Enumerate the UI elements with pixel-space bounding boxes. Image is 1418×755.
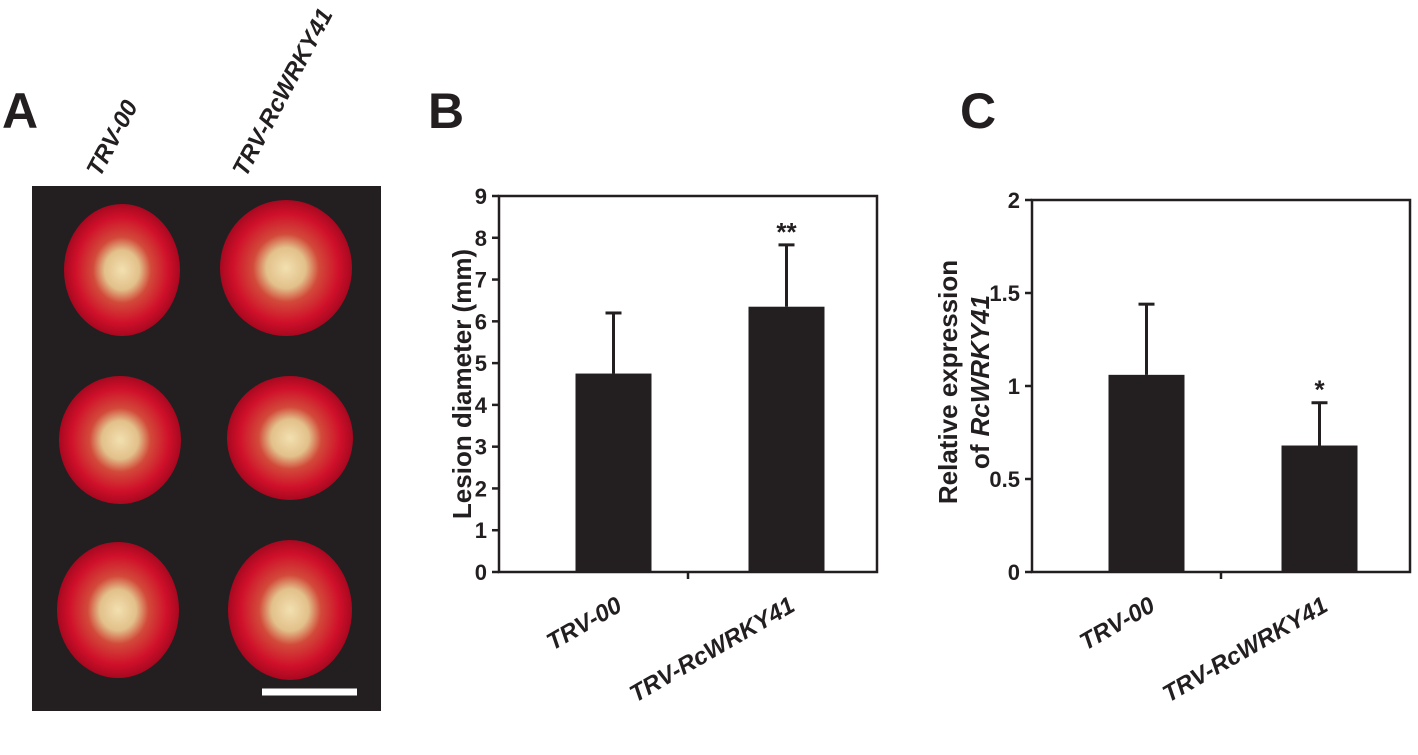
y-tick-label: 8 (475, 226, 487, 251)
panel-label: B (428, 83, 464, 139)
error-bar (1311, 401, 1328, 446)
y-axis-title: Relative expression (933, 260, 963, 504)
error-bar (1138, 302, 1155, 375)
y-axis-title: of RcWRKY41 (965, 295, 995, 469)
x-tick-label: TRV-00 (542, 591, 627, 656)
x-tick-label: TRV-RcWRKY41 (1158, 592, 1332, 708)
x-tick-label: TRV-RcWRKY41 (625, 592, 799, 708)
y-tick-label: 5 (475, 351, 487, 376)
bar (575, 373, 652, 572)
y-tick-label: 0 (1008, 560, 1020, 585)
y-tick-label: 2 (1008, 188, 1020, 213)
significance-label: * (1314, 375, 1325, 405)
column-label: TRV-00 (81, 95, 144, 180)
x-tick-label: TRV-00 (1075, 591, 1160, 656)
y-tick-label: 1 (1008, 374, 1020, 399)
y-tick-label: 0 (475, 560, 487, 585)
y-tick-label: 6 (475, 309, 487, 334)
panel-label: A (2, 83, 38, 139)
error-bar (605, 311, 622, 374)
y-tick-label: 1.5 (989, 281, 1020, 306)
y-tick-label: 0.5 (989, 467, 1020, 492)
y-tick-label: 2 (475, 476, 487, 501)
bar (748, 306, 825, 572)
error-bar (778, 243, 795, 307)
photo (32, 186, 381, 711)
column-label: TRV-RcWRKY41 (227, 4, 338, 181)
y-tick-label: 1 (475, 518, 487, 543)
bar (1108, 374, 1185, 572)
y-tick-label: 3 (475, 435, 487, 460)
y-tick-label: 7 (475, 268, 487, 293)
significance-label: ** (776, 217, 797, 247)
y-tick-label: 4 (475, 393, 488, 418)
panel-label: C (960, 83, 996, 139)
bar (1281, 445, 1358, 572)
y-axis-title-part: of (965, 444, 995, 469)
y-tick-label: 9 (475, 184, 487, 209)
y-axis-title-gene: RcWRKY41 (965, 295, 995, 437)
y-axis-title: Lesion diameter (mm) (447, 249, 477, 519)
